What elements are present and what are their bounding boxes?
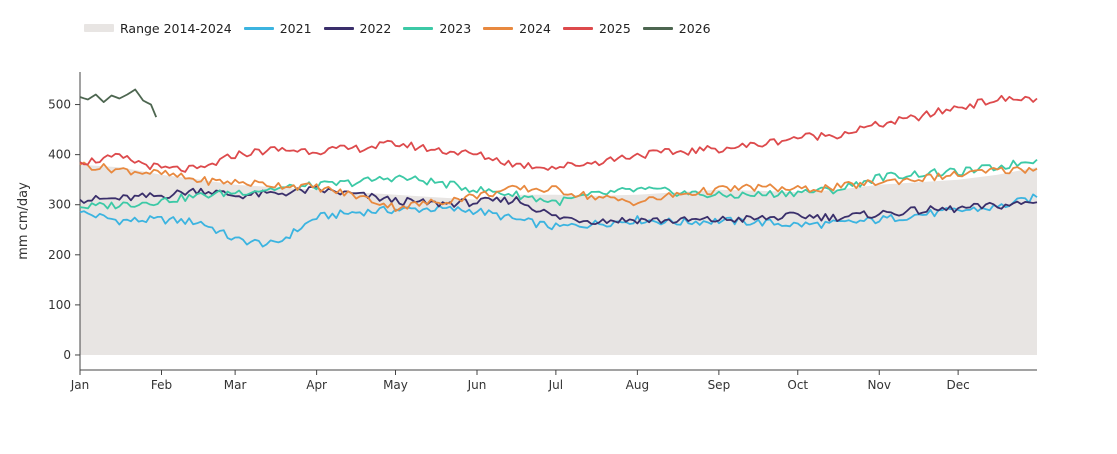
legend-item-2022[interactable]: 2022 — [323, 20, 392, 36]
x-tick-label: Jun — [467, 378, 487, 392]
legend-item-2023[interactable]: 2023 — [403, 21, 471, 36]
y-tick-label: 0 — [63, 348, 71, 362]
legend-label: 2023 — [439, 20, 472, 36]
y-tick-label: 200 — [48, 248, 71, 262]
x-tick-label: Feb — [151, 378, 172, 392]
legend-swatch — [403, 26, 434, 30]
x-tick-label: Apr — [306, 378, 327, 392]
legend-label: Range 2014-2024 — [120, 20, 232, 36]
legend-item-2021[interactable]: 2021 — [243, 20, 312, 36]
series-line-2022 — [79, 185, 1038, 225]
x-tick-label: May — [383, 378, 408, 392]
legend-item-2024[interactable]: 2024 — [483, 21, 551, 36]
series-line-2023 — [79, 158, 1038, 210]
series-line-2025 — [79, 94, 1038, 173]
legend: Range 2014-2024 2021 2022 2023 2024 2025 2026 — [84, 19, 723, 37]
y-tick-label: 100 — [48, 298, 71, 312]
series-line-2021 — [79, 193, 1038, 248]
legend-label: 2022 — [359, 20, 392, 36]
legend-item-range-2014-2024[interactable]: Range 2014-2024 — [84, 21, 232, 36]
x-tick-label: Oct — [787, 378, 808, 392]
x-tick-label: Mar — [224, 378, 247, 392]
series-line-2026 — [79, 88, 158, 118]
legend-swatch — [562, 26, 593, 30]
legend-label: 2026 — [678, 20, 711, 36]
x-tick-label: Sep — [708, 378, 731, 392]
y-axis-label: mm cm/day — [16, 182, 31, 260]
legend-swatch — [243, 26, 274, 30]
y-tick-label: 400 — [48, 148, 71, 162]
x-tick-label: Jul — [548, 378, 563, 392]
range-band-area — [80, 164, 1037, 355]
x-tick-label: Nov — [868, 378, 891, 392]
legend-swatch — [642, 26, 673, 30]
legend-label: 2024 — [519, 20, 551, 36]
legend-label: 2021 — [279, 20, 312, 36]
legend-swatch — [84, 24, 114, 32]
legend-item-2026[interactable]: 2026 — [642, 20, 711, 36]
legend-item-2025[interactable]: 2025 — [562, 20, 631, 36]
x-tick-label: Dec — [947, 378, 970, 392]
y-tick-label: 500 — [48, 98, 71, 112]
x-tick-label: Jan — [70, 378, 90, 392]
legend-swatch — [323, 26, 354, 30]
x-tick-label: Aug — [626, 378, 649, 392]
legend-label: 2025 — [598, 20, 631, 36]
series-line-2024 — [79, 161, 1038, 212]
legend-swatch — [483, 26, 514, 30]
y-tick-label: 300 — [48, 198, 71, 212]
